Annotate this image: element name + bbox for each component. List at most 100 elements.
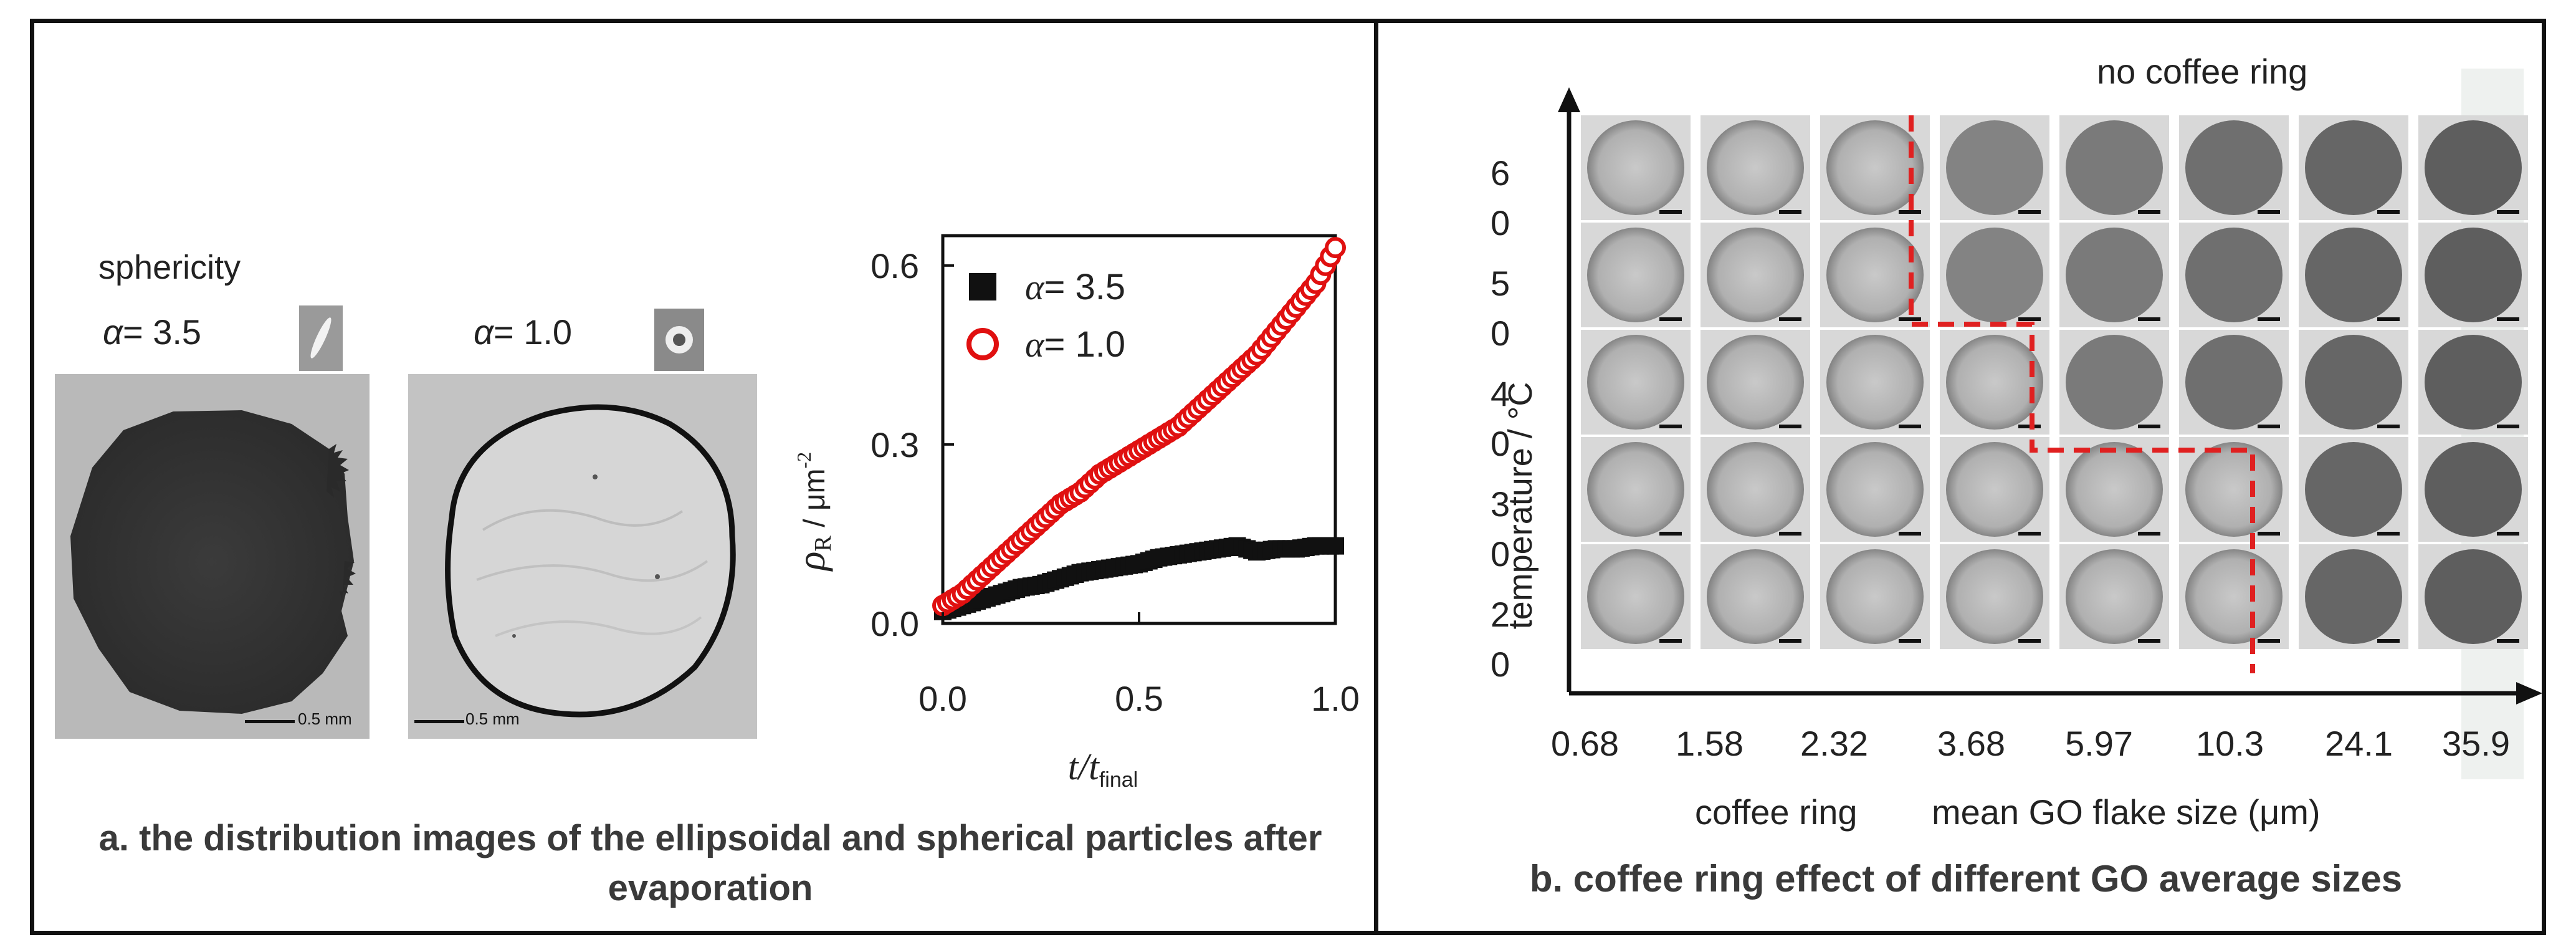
scale-bar-label-2: 0.5 mm (465, 709, 520, 728)
droplet-deposit (1826, 442, 1924, 537)
scale-bar (1659, 317, 1682, 321)
deposit-image (1820, 330, 1930, 435)
scale-bar (1899, 425, 1921, 428)
droplet-deposit (2185, 228, 2283, 322)
data-point (1325, 237, 1346, 259)
flake-size-tick-label: 1.58 (1676, 724, 1744, 763)
data-point (1327, 537, 1344, 555)
sphericity-label: sphericity (98, 249, 241, 286)
scale-bar (2258, 639, 2280, 643)
deposit-image (2179, 115, 2289, 220)
deposit-image (2418, 115, 2528, 220)
deposit-image (1820, 544, 1930, 649)
scale-bar (2018, 639, 2041, 643)
panel-b-caption: b. coffee ring effect of different GO av… (1529, 858, 2403, 900)
deposit-image (1701, 544, 1810, 649)
scale-bar (2018, 317, 2041, 321)
scale-bar (2018, 210, 2041, 214)
deposit-image (1940, 115, 2049, 220)
image2-alpha-label: α= 1.0 (474, 312, 573, 352)
droplet-deposit (1587, 228, 1684, 322)
scale-bar (2138, 210, 2160, 214)
droplet-deposit (2305, 442, 2402, 537)
droplet-deposit (2066, 442, 2163, 537)
droplet-deposit (2066, 549, 2163, 644)
scale-bar (2377, 317, 2400, 321)
temperature-tick-label: 4 (1491, 374, 1510, 413)
panel-divider (1374, 19, 1378, 935)
droplet-deposit (1587, 442, 1684, 537)
scale-bar (1779, 639, 1801, 643)
droplet-deposit (1826, 549, 1924, 644)
scale-bar (1659, 532, 1682, 536)
droplet-deposit (2066, 120, 2163, 215)
legend-entry: α= 3.5 (1025, 267, 1125, 307)
deposit-image (2179, 437, 2289, 542)
deposit-image (1940, 437, 2049, 542)
deposit-image (2299, 330, 2408, 435)
droplet-deposit (2305, 120, 2402, 215)
flake-size-tick-label: 3.68 (1937, 724, 2005, 763)
x-tick-label: 0.0 (918, 679, 967, 718)
droplet-deposit (1707, 120, 1804, 215)
droplet-deposit (1946, 228, 2043, 322)
scale-bar (1779, 317, 1801, 321)
scale-bar (1899, 532, 1921, 536)
scale-bar (2377, 425, 2400, 428)
droplet-deposit (2425, 120, 2522, 215)
legend-marker (969, 273, 996, 300)
density-vs-time-chart: 0.0 0.5 1.0 0.0 0.3 0.6 α= 3.5 α= 1.0 ρR / μm-… (789, 234, 1360, 792)
temperature-tick-label: 6 (1491, 153, 1510, 193)
deposit-image (1820, 437, 1930, 542)
droplet-deposit (1826, 335, 1924, 430)
droplet-deposit (1587, 549, 1684, 644)
deposit-image (1701, 437, 1810, 542)
droplet-deposit (1587, 120, 1684, 215)
scale-bar (2377, 639, 2400, 643)
temperature-tick-label: 0 (1491, 424, 1510, 463)
scale-bar (2497, 639, 2519, 643)
scale-bar (2377, 532, 2400, 536)
droplet-deposit (2185, 549, 2283, 644)
deposit-image (1581, 223, 1691, 327)
deposit-image (1940, 330, 2049, 435)
deposit-image (1940, 544, 2049, 649)
deposit-image (1701, 115, 1810, 220)
droplet-deposit (1946, 549, 2043, 644)
temperature-tick-label: 5 (1491, 264, 1510, 303)
deposit-image (2418, 223, 2528, 327)
deposit-image (2418, 330, 2528, 435)
droplet-deposit (2305, 335, 2402, 430)
x-tick-label: 1.0 (1311, 679, 1360, 718)
droplet-deposit (2066, 335, 2163, 430)
temperature-tick-label: 0 (1491, 534, 1510, 574)
scale-bar (2138, 317, 2160, 321)
droplet-deposit (1946, 335, 2043, 430)
legend-marker (966, 328, 999, 360)
scale-bar (2138, 532, 2160, 536)
deposit-image (2059, 330, 2169, 435)
droplet-deposit (1946, 442, 2043, 537)
deposit-image (2418, 544, 2528, 649)
droplet-deposit (1826, 228, 1924, 322)
flake-size-tick-label: 35.9 (2442, 724, 2510, 763)
scale-bar-label-1: 0.5 mm (298, 709, 352, 728)
deposit-image (1581, 115, 1691, 220)
ellipsoid-particle-inset (299, 305, 343, 371)
droplet-deposit (1707, 228, 1804, 322)
deposit-image (2418, 437, 2528, 542)
scale-bar (2138, 639, 2160, 643)
flake-size-tick-label: 10.3 (2196, 724, 2264, 763)
no-coffee-ring-label: no coffee ring (2097, 52, 2308, 91)
deposit-image (2299, 544, 2408, 649)
droplet-deposit (1707, 442, 1804, 537)
legend-entry: α= 1.0 (1025, 324, 1125, 365)
panel-b-axes (1558, 87, 2542, 704)
flake-size-tick-label: 0.68 (1551, 724, 1619, 763)
ellipsoid-deposit-image: 0.5 mm (55, 374, 370, 739)
scale-bar (2497, 317, 2519, 321)
deposit-image (2059, 437, 2169, 542)
droplet-deposit (2425, 549, 2522, 644)
droplet-deposit (2185, 442, 2283, 537)
scale-bar (2497, 210, 2519, 214)
